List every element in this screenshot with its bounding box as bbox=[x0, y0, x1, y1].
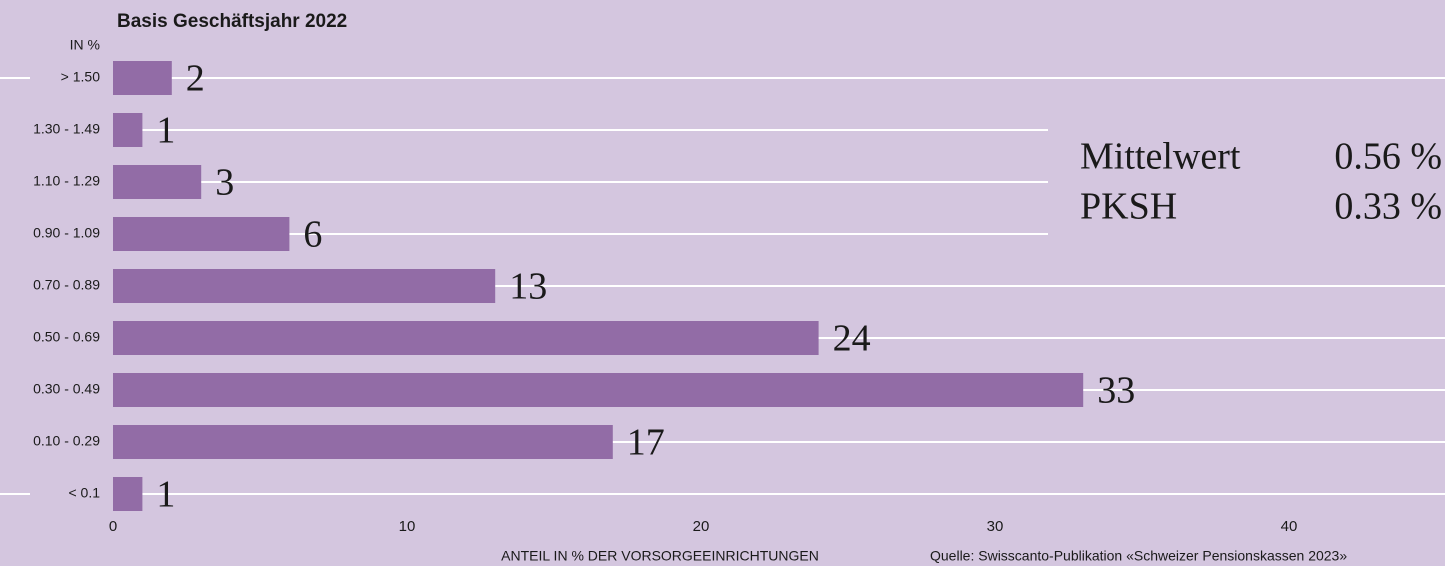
source: Quelle: Swisscanto-Publikation «Schweize… bbox=[930, 548, 1347, 564]
x-tick-label: 40 bbox=[1281, 518, 1298, 535]
data-label: 2 bbox=[186, 58, 205, 100]
bar bbox=[113, 113, 143, 147]
y-tick-label: 0.30 - 0.49 bbox=[33, 381, 100, 397]
data-label: 1 bbox=[156, 474, 175, 516]
y-tick-label: 1.30 - 1.49 bbox=[33, 121, 100, 137]
y-tick-label: 1.10 - 1.29 bbox=[33, 173, 100, 189]
bar bbox=[113, 477, 143, 511]
y-tick-label: 0.10 - 0.29 bbox=[33, 433, 100, 449]
y-tick-label: 0.70 - 0.89 bbox=[33, 277, 100, 293]
bar bbox=[113, 425, 613, 459]
y-tick-label: 0.50 - 0.69 bbox=[33, 329, 100, 345]
data-label: 13 bbox=[509, 266, 547, 308]
data-label: 6 bbox=[303, 214, 322, 256]
y-tick-label: > 1.50 bbox=[61, 69, 101, 85]
bar bbox=[113, 321, 819, 355]
data-label: 33 bbox=[1097, 370, 1135, 412]
bar bbox=[113, 165, 202, 199]
x-tick-label: 10 bbox=[399, 518, 416, 535]
y-tick-label: < 0.1 bbox=[68, 485, 100, 501]
stat-label: PKSH bbox=[1080, 186, 1177, 228]
data-label: 24 bbox=[833, 318, 871, 360]
x-tick-label: 30 bbox=[987, 518, 1004, 535]
bar bbox=[113, 61, 172, 95]
data-label: 1 bbox=[156, 110, 175, 152]
bar bbox=[113, 373, 1084, 407]
stat-value: 0.33 % bbox=[1334, 186, 1442, 228]
data-label: 3 bbox=[215, 162, 234, 204]
stat-label: Mittelwert bbox=[1080, 136, 1241, 178]
x-axis-label: ANTEIL IN % DER VORSORGEEINRICHTUNGEN bbox=[501, 548, 819, 564]
chart-title: Basis Geschäftsjahr 2022 bbox=[117, 11, 347, 32]
bar bbox=[113, 269, 496, 303]
stat-value: 0.56 % bbox=[1334, 136, 1442, 178]
x-tick-label: 20 bbox=[693, 518, 710, 535]
bar bbox=[113, 217, 290, 251]
y-tick-label: 0.90 - 1.09 bbox=[33, 225, 100, 241]
data-label: 17 bbox=[627, 422, 665, 464]
x-tick-label: 0 bbox=[109, 518, 117, 535]
y-axis-label: IN % bbox=[70, 37, 100, 53]
